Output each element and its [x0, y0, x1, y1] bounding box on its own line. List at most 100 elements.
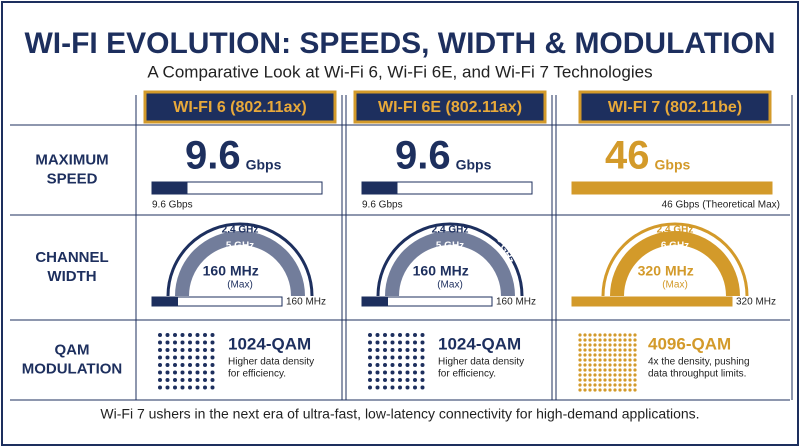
qam-dot	[180, 340, 185, 345]
qam-dot	[628, 388, 632, 392]
qam-label: 1024-QAM	[228, 334, 311, 353]
qam-dot	[583, 353, 587, 357]
qam-dot	[613, 383, 617, 387]
qam-dot	[210, 355, 215, 360]
column-header: WI-FI 7 (802.11be)	[608, 99, 742, 116]
qam-dot	[633, 368, 637, 372]
gauge-inner	[385, 231, 515, 297]
qam-dot	[165, 385, 170, 390]
qam-dot	[623, 363, 627, 367]
qam-dot	[188, 340, 192, 345]
qam-dot	[165, 348, 170, 352]
qam-dot	[165, 370, 170, 375]
qam-dot	[618, 363, 622, 367]
qam-dot	[390, 378, 395, 382]
qam-dot	[628, 368, 632, 372]
qam-dot	[628, 338, 632, 342]
qam-dot	[628, 358, 632, 362]
qam-dot	[608, 373, 612, 377]
column-header: WI-FI 6E (802.11ax)	[378, 99, 522, 116]
qam-dot	[158, 333, 162, 337]
qam-dot	[613, 343, 617, 347]
row-label: MODULATION	[22, 360, 123, 377]
qam-dot	[623, 368, 627, 372]
qam-dot	[583, 348, 587, 352]
qam-dot	[608, 348, 612, 352]
band-label: 2.4 GHz	[432, 225, 469, 236]
qam-dot	[165, 340, 170, 345]
qam-dot	[613, 353, 617, 357]
qam-dot	[593, 363, 597, 367]
qam-dot	[603, 348, 607, 352]
qam-dot	[608, 378, 612, 382]
qam-dots	[578, 333, 637, 392]
column-header-box	[353, 90, 547, 124]
qam-dot	[203, 355, 207, 360]
qam-dot	[603, 358, 607, 362]
qam-dot	[613, 368, 617, 372]
qam-dot	[618, 358, 622, 362]
qam-dot	[210, 333, 215, 337]
qam-dot	[628, 353, 632, 357]
qam-dot	[195, 348, 200, 352]
qam-dot	[598, 383, 602, 387]
qam-dot	[578, 388, 582, 392]
qam-dot	[195, 333, 200, 337]
qam-dot	[398, 333, 402, 337]
qam-dot	[578, 373, 582, 377]
band-label: 5 GHz	[436, 241, 464, 252]
qam-dot	[628, 363, 632, 367]
qam-dot	[210, 385, 215, 390]
qam-dot	[618, 348, 622, 352]
width-unit: MHz	[665, 263, 694, 279]
qam-description: for efficiency.	[228, 369, 286, 380]
column-header: WI-FI 6 (802.11ax)	[173, 99, 306, 116]
qam-dot	[593, 388, 597, 392]
qam-dot	[588, 373, 592, 377]
qam-dot	[413, 348, 417, 352]
qam-dot	[593, 333, 597, 337]
qam-dot	[628, 343, 632, 347]
qam-dot	[593, 353, 597, 357]
qam-dot	[623, 378, 627, 382]
qam-dot	[588, 378, 592, 382]
qam-dot	[203, 363, 207, 367]
qam-dot	[203, 340, 207, 345]
qam-dot	[398, 378, 402, 382]
footer: Wi-Fi 7 ushers in the next era of ultra-…	[100, 406, 699, 422]
row-label: SPEED	[47, 170, 98, 187]
qam-dot	[588, 388, 592, 392]
qam-dot	[608, 383, 612, 387]
qam-dot	[623, 353, 627, 357]
qam-dot	[203, 370, 207, 375]
qam-dot	[588, 363, 592, 367]
qam-dot	[603, 338, 607, 342]
qam-dot	[158, 385, 162, 390]
qam-dot	[583, 388, 587, 392]
qam-dot	[613, 358, 617, 362]
qam-dot	[578, 383, 582, 387]
qam-dot	[633, 348, 637, 352]
qam-description: for efficiency.	[438, 369, 496, 380]
qam-dot	[375, 348, 380, 352]
qam-dot	[195, 340, 200, 345]
qam-dot	[603, 373, 607, 377]
speed-value: 46	[605, 134, 650, 178]
qam-dot	[613, 338, 617, 342]
qam-dot	[383, 363, 387, 367]
qam-dot	[158, 378, 162, 382]
qam-dot	[608, 363, 612, 367]
speed-value: 9.6	[395, 134, 451, 178]
qam-dot	[588, 348, 592, 352]
qam-dot	[633, 358, 637, 362]
qam-dot	[203, 378, 207, 382]
qam-dot	[188, 385, 192, 390]
width-bar	[572, 297, 732, 306]
qam-dot	[608, 358, 612, 362]
qam-dot	[598, 333, 602, 337]
qam-dot	[593, 358, 597, 362]
qam-dot	[420, 363, 425, 367]
qam-dot	[618, 368, 622, 372]
qam-dot	[180, 348, 185, 352]
qam-dot	[188, 355, 192, 360]
